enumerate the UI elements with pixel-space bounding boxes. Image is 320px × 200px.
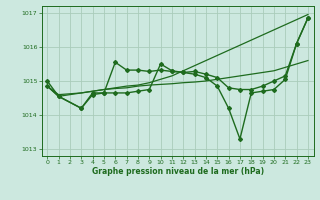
X-axis label: Graphe pression niveau de la mer (hPa): Graphe pression niveau de la mer (hPa) <box>92 167 264 176</box>
